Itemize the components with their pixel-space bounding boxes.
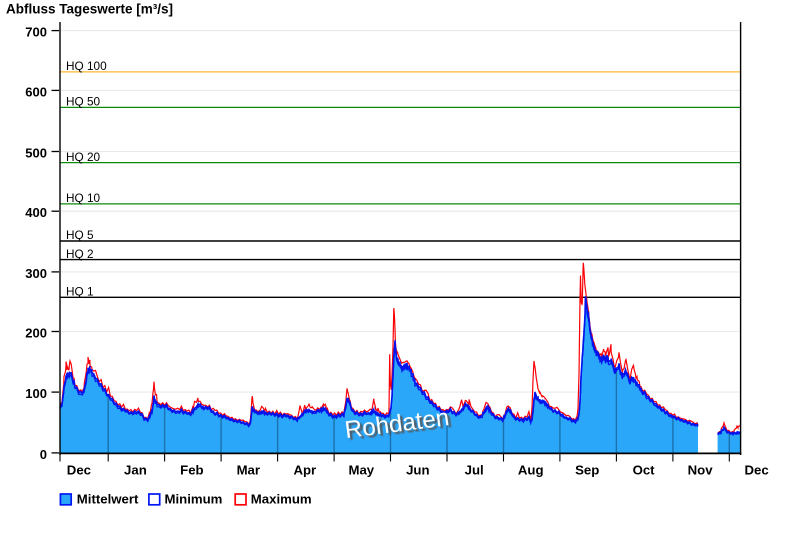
svg-text:Maximum: Maximum [251, 492, 312, 507]
svg-text:Nov: Nov [688, 463, 714, 478]
svg-text:Jun: Jun [406, 463, 429, 478]
svg-text:100: 100 [25, 386, 47, 401]
svg-text:Apr: Apr [293, 463, 316, 478]
svg-text:300: 300 [25, 266, 47, 281]
svg-text:HQ 20: HQ 20 [66, 150, 101, 164]
svg-text:HQ 50: HQ 50 [66, 95, 101, 109]
svg-text:500: 500 [25, 146, 47, 161]
svg-text:Feb: Feb [180, 463, 203, 478]
svg-text:Oct: Oct [633, 463, 656, 478]
svg-text:700: 700 [25, 25, 47, 40]
svg-text:Jan: Jan [124, 463, 147, 478]
svg-text:Mar: Mar [237, 463, 260, 478]
svg-text:Dec: Dec [744, 463, 768, 478]
svg-text:HQ 10: HQ 10 [66, 191, 101, 205]
svg-text:Abfluss Tageswerte [m³/s]: Abfluss Tageswerte [m³/s] [6, 2, 173, 17]
svg-text:May: May [348, 463, 374, 478]
svg-text:HQ 1: HQ 1 [66, 285, 94, 299]
svg-text:Dec: Dec [67, 463, 91, 478]
svg-text:200: 200 [25, 326, 47, 341]
svg-text:400: 400 [25, 205, 47, 220]
svg-text:HQ 2: HQ 2 [66, 247, 94, 261]
svg-text:0: 0 [40, 447, 47, 462]
svg-text:Minimum: Minimum [165, 492, 223, 507]
svg-text:HQ 5: HQ 5 [66, 228, 94, 242]
svg-text:Mittelwert: Mittelwert [77, 492, 139, 507]
svg-text:Sep: Sep [575, 463, 599, 478]
svg-text:Aug: Aug [518, 463, 544, 478]
svg-text:Jul: Jul [465, 463, 484, 478]
svg-text:600: 600 [25, 84, 47, 99]
svg-text:HQ 100: HQ 100 [66, 59, 107, 73]
